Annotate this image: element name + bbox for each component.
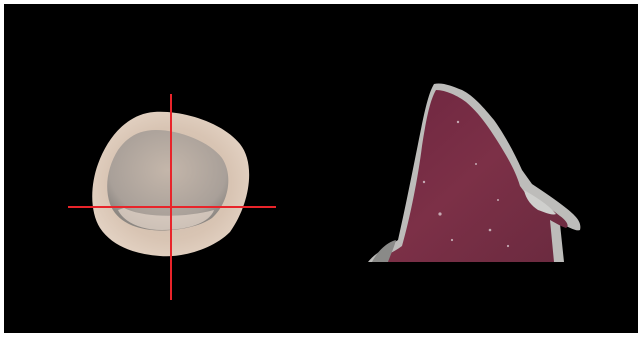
stained-section: [368, 83, 581, 263]
tooth-inner-chamber: [107, 130, 229, 231]
section-right-notch: [524, 190, 556, 215]
micrograph-panels: [68, 83, 581, 300]
tooth-cross-section: [68, 94, 276, 300]
section-bottom-left-fragment: [372, 240, 396, 262]
tooth-inner-highlight: [118, 208, 214, 230]
section-speckles: [422, 120, 510, 248]
section-body: [376, 90, 568, 262]
image-frame: [4, 4, 638, 333]
